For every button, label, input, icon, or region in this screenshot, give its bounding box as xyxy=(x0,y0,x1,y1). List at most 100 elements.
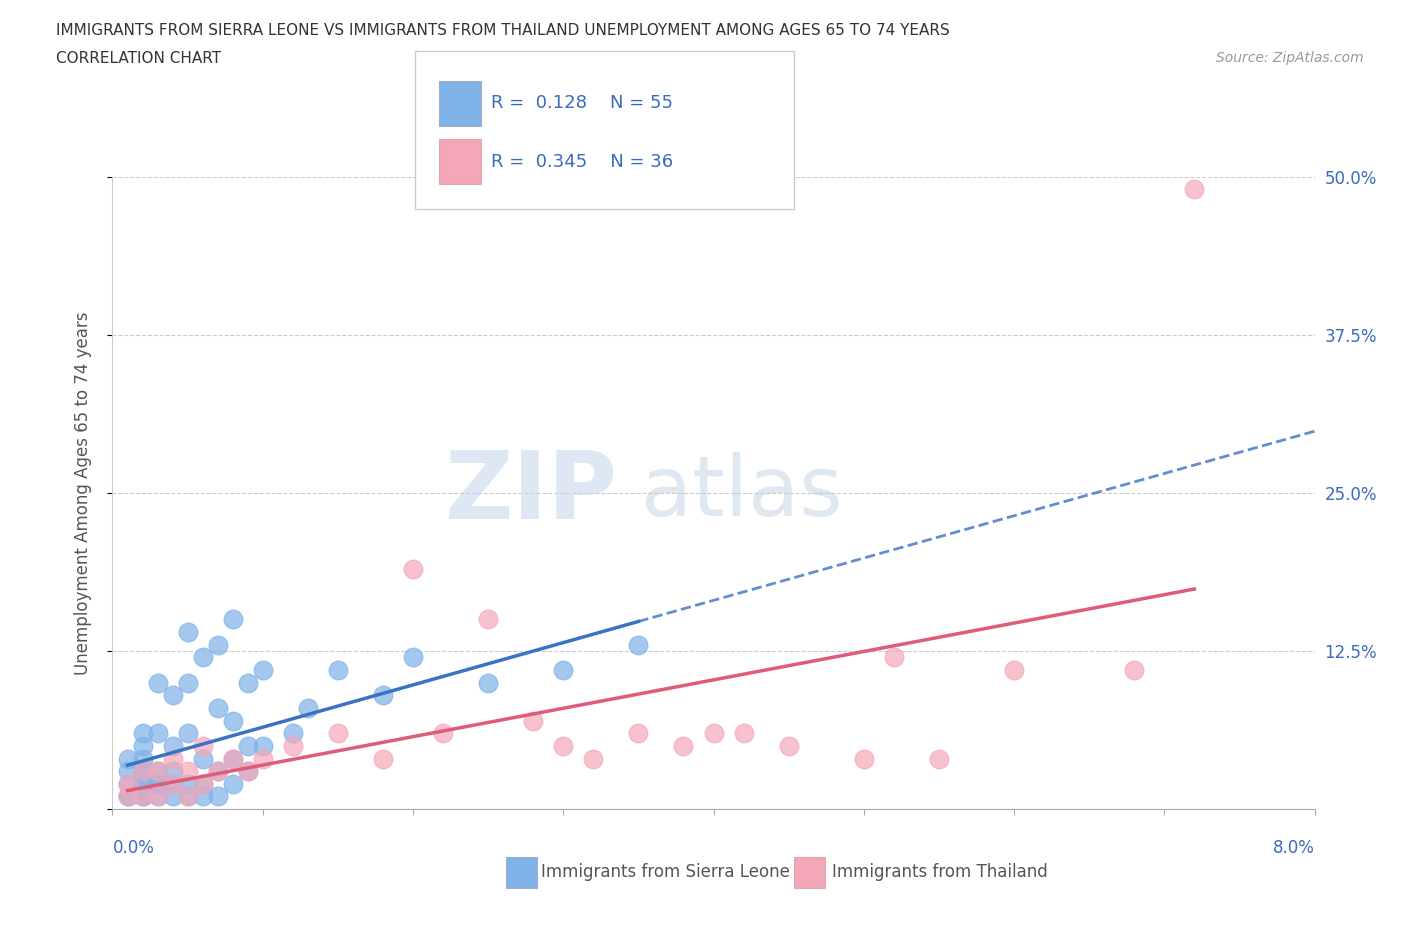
Point xyxy=(162,751,184,766)
Point xyxy=(191,777,214,791)
Text: ZIP: ZIP xyxy=(444,447,617,538)
Text: Immigrants from Sierra Leone: Immigrants from Sierra Leone xyxy=(541,863,790,882)
Point xyxy=(1123,662,1146,677)
Point xyxy=(222,751,245,766)
Point xyxy=(176,789,198,804)
Point xyxy=(131,777,153,791)
Point xyxy=(326,725,349,740)
Point xyxy=(281,738,304,753)
Point xyxy=(852,751,875,766)
Point xyxy=(176,675,198,690)
Point xyxy=(222,777,245,791)
Point xyxy=(252,738,274,753)
Point xyxy=(207,764,229,778)
Point xyxy=(928,751,950,766)
Text: IMMIGRANTS FROM SIERRA LEONE VS IMMIGRANTS FROM THAILAND UNEMPLOYMENT AMONG AGES: IMMIGRANTS FROM SIERRA LEONE VS IMMIGRAN… xyxy=(56,23,950,38)
Point xyxy=(162,764,184,778)
Point xyxy=(222,612,245,627)
Point xyxy=(191,650,214,665)
Point xyxy=(371,688,394,703)
Point xyxy=(326,662,349,677)
Text: atlas: atlas xyxy=(641,452,844,534)
Point xyxy=(176,725,198,740)
Point xyxy=(131,789,153,804)
Point xyxy=(162,738,184,753)
Point xyxy=(117,789,139,804)
Point xyxy=(627,725,650,740)
Point xyxy=(191,751,214,766)
Point xyxy=(553,662,575,677)
Point xyxy=(582,751,605,766)
Point xyxy=(191,777,214,791)
Point xyxy=(131,764,153,778)
Point xyxy=(627,637,650,652)
Point xyxy=(236,738,259,753)
Point xyxy=(432,725,454,740)
Point xyxy=(162,777,184,791)
Point xyxy=(146,764,169,778)
Point xyxy=(207,764,229,778)
Point xyxy=(733,725,755,740)
Point xyxy=(702,725,725,740)
Point xyxy=(207,700,229,715)
Point xyxy=(146,764,169,778)
Y-axis label: Unemployment Among Ages 65 to 74 years: Unemployment Among Ages 65 to 74 years xyxy=(73,312,91,674)
Point xyxy=(477,612,499,627)
Point xyxy=(883,650,905,665)
Point xyxy=(117,789,139,804)
Point xyxy=(117,789,139,804)
Point xyxy=(1002,662,1025,677)
Point xyxy=(162,688,184,703)
Point xyxy=(402,562,425,577)
Point xyxy=(778,738,800,753)
Point xyxy=(477,675,499,690)
Text: 0.0%: 0.0% xyxy=(112,839,155,857)
Point xyxy=(236,764,259,778)
Point xyxy=(131,725,153,740)
Point xyxy=(146,675,169,690)
Point xyxy=(236,764,259,778)
Point xyxy=(522,713,544,728)
Point xyxy=(146,777,169,791)
Point xyxy=(131,764,153,778)
Text: Source: ZipAtlas.com: Source: ZipAtlas.com xyxy=(1216,51,1364,65)
Point xyxy=(252,751,274,766)
Point xyxy=(131,789,153,804)
Point xyxy=(207,637,229,652)
Point xyxy=(117,777,139,791)
Point xyxy=(146,725,169,740)
Point xyxy=(146,777,169,791)
Point xyxy=(146,789,169,804)
Text: CORRELATION CHART: CORRELATION CHART xyxy=(56,51,221,66)
Point xyxy=(191,789,214,804)
Point xyxy=(176,764,198,778)
Point xyxy=(207,789,229,804)
Point xyxy=(402,650,425,665)
Point xyxy=(191,738,214,753)
Point xyxy=(117,777,139,791)
Point xyxy=(176,789,198,804)
Point xyxy=(236,675,259,690)
Point xyxy=(162,777,184,791)
Point xyxy=(117,751,139,766)
Point xyxy=(1182,182,1205,197)
Point xyxy=(131,789,153,804)
Point xyxy=(553,738,575,753)
Point xyxy=(371,751,394,766)
Point xyxy=(672,738,695,753)
Point xyxy=(131,751,153,766)
Point xyxy=(146,789,169,804)
Text: Immigrants from Thailand: Immigrants from Thailand xyxy=(832,863,1047,882)
Text: 8.0%: 8.0% xyxy=(1272,839,1315,857)
Point xyxy=(117,764,139,778)
Point xyxy=(222,751,245,766)
Text: R =  0.128    N = 55: R = 0.128 N = 55 xyxy=(491,94,672,113)
Point xyxy=(281,725,304,740)
Point xyxy=(131,764,153,778)
Point xyxy=(131,777,153,791)
Point xyxy=(297,700,319,715)
Point xyxy=(176,777,198,791)
Point xyxy=(162,789,184,804)
Point xyxy=(131,738,153,753)
Point xyxy=(222,713,245,728)
